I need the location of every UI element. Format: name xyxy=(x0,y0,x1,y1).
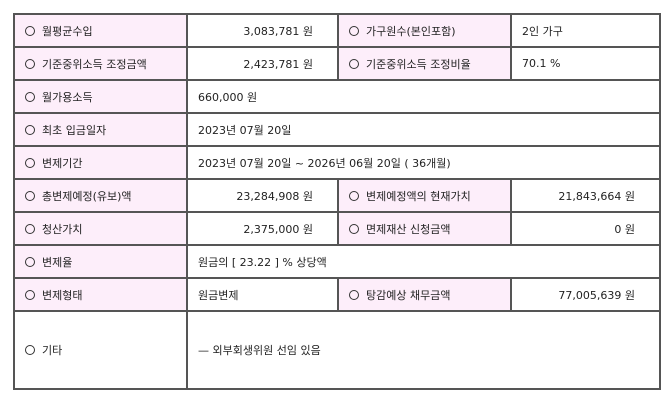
label-cell: 변제기간 xyxy=(13,145,188,180)
label-cell: 총변제예정(유보)액 xyxy=(13,178,188,213)
circle-icon xyxy=(25,58,35,69)
label-text: 변제형태 xyxy=(42,288,83,302)
circle-icon xyxy=(349,223,359,234)
label-cell: 기타 xyxy=(13,310,188,390)
label-text: 기타 xyxy=(42,344,63,357)
label-cell: 변제율 xyxy=(13,244,188,279)
label-text: 가구원수(본인포함) xyxy=(366,24,456,38)
circle-icon xyxy=(25,190,35,201)
label-cell: 최초 입금일자 xyxy=(13,112,188,147)
table-row: 월가용소득 660,000 원 xyxy=(13,79,661,114)
value-cell: 2023년 07월 20일 ~ 2026년 06월 20일 ( 36개월) xyxy=(186,145,661,180)
label-cell: 변제형태 xyxy=(13,277,188,312)
circle-icon xyxy=(25,289,35,300)
label-cell: 월평균수입 xyxy=(13,13,188,48)
label-text: 월평균수입 xyxy=(42,24,93,38)
label-text: 탕감예상 채무금액 xyxy=(366,288,451,302)
value-cell: 660,000 원 xyxy=(186,79,661,114)
table-row: 최초 입금일자 2023년 07월 20일 xyxy=(13,112,661,147)
label-text: 변제기간 xyxy=(42,156,83,170)
label-text: 변제율 xyxy=(42,255,73,269)
label-cell: 기준중위소득 조정금액 xyxy=(13,46,188,81)
circle-icon xyxy=(349,25,359,36)
label-text: 면제재산 신청금액 xyxy=(366,222,451,236)
repayment-summary-table: 월평균수입 3,083,781 원 가구원수(본인포함) 2인 가구 기준중위소… xyxy=(13,13,661,390)
circle-icon xyxy=(25,157,35,168)
circle-icon xyxy=(25,256,35,267)
label-cell: 변제예정액의 현재가치 xyxy=(337,178,512,213)
table-row: 월평균수입 3,083,781 원 가구원수(본인포함) 2인 가구 xyxy=(13,13,661,48)
table-row: 변제기간 2023년 07월 20일 ~ 2026년 06월 20일 ( 36개… xyxy=(13,145,661,180)
label-cell: 탕감예상 채무금액 xyxy=(337,277,512,312)
value-cell: 2,423,781 원 xyxy=(186,46,339,81)
circle-icon xyxy=(25,91,35,102)
table-row: 변제율 원금의 [ 23.22 ] % 상당액 xyxy=(13,244,661,279)
value-cell: — 외부회생위원 선임 있음 xyxy=(186,310,661,390)
label-text: 총변제예정(유보)액 xyxy=(42,189,132,203)
value-cell: 2023년 07월 20일 xyxy=(186,112,661,147)
label-cell: 월가용소득 xyxy=(13,79,188,114)
table-row: 총변제예정(유보)액 23,284,908 원 변제예정액의 현재가치 21,8… xyxy=(13,178,661,213)
label-text: 청산가치 xyxy=(42,222,83,236)
circle-icon xyxy=(25,124,35,135)
label-text: 월가용소득 xyxy=(42,90,93,104)
label-cell: 가구원수(본인포함) xyxy=(337,13,512,48)
value-cell: 2,375,000 원 xyxy=(186,211,339,246)
table-row: 변제형태 원금변제 탕감예상 채무금액 77,005,639 원 xyxy=(13,277,661,312)
label-text: 변제예정액의 현재가치 xyxy=(366,189,471,203)
label-cell: 청산가치 xyxy=(13,211,188,246)
table-row: 기타 — 외부회생위원 선임 있음 xyxy=(13,310,661,390)
value-cell: 원금변제 xyxy=(186,277,339,312)
value-cell: 3,083,781 원 xyxy=(186,13,339,48)
value-cell: 23,284,908 원 xyxy=(186,178,339,213)
circle-icon xyxy=(349,58,359,69)
value-cell: 21,843,664 원 xyxy=(510,178,661,213)
table-row: 청산가치 2,375,000 원 면제재산 신청금액 0 원 xyxy=(13,211,661,246)
circle-icon xyxy=(25,25,35,36)
circle-icon xyxy=(349,289,359,300)
table-row: 기준중위소득 조정금액 2,423,781 원 기준중위소득 조정비율 70.1… xyxy=(13,46,661,81)
value-cell: 2인 가구 xyxy=(510,13,661,48)
circle-icon xyxy=(25,345,35,355)
value-cell: 77,005,639 원 xyxy=(510,277,661,312)
circle-icon xyxy=(349,190,359,201)
label-text: 최초 입금일자 xyxy=(42,123,107,137)
value-cell: 원금의 [ 23.22 ] % 상당액 xyxy=(186,244,661,279)
label-text: 기준중위소득 조정금액 xyxy=(42,57,147,71)
label-text: 기준중위소득 조정비율 xyxy=(366,57,471,71)
value-cell: 0 원 xyxy=(510,211,661,246)
label-cell: 기준중위소득 조정비율 xyxy=(337,46,512,81)
circle-icon xyxy=(25,223,35,234)
value-cell: 70.1 % xyxy=(510,46,661,81)
label-cell: 면제재산 신청금액 xyxy=(337,211,512,246)
